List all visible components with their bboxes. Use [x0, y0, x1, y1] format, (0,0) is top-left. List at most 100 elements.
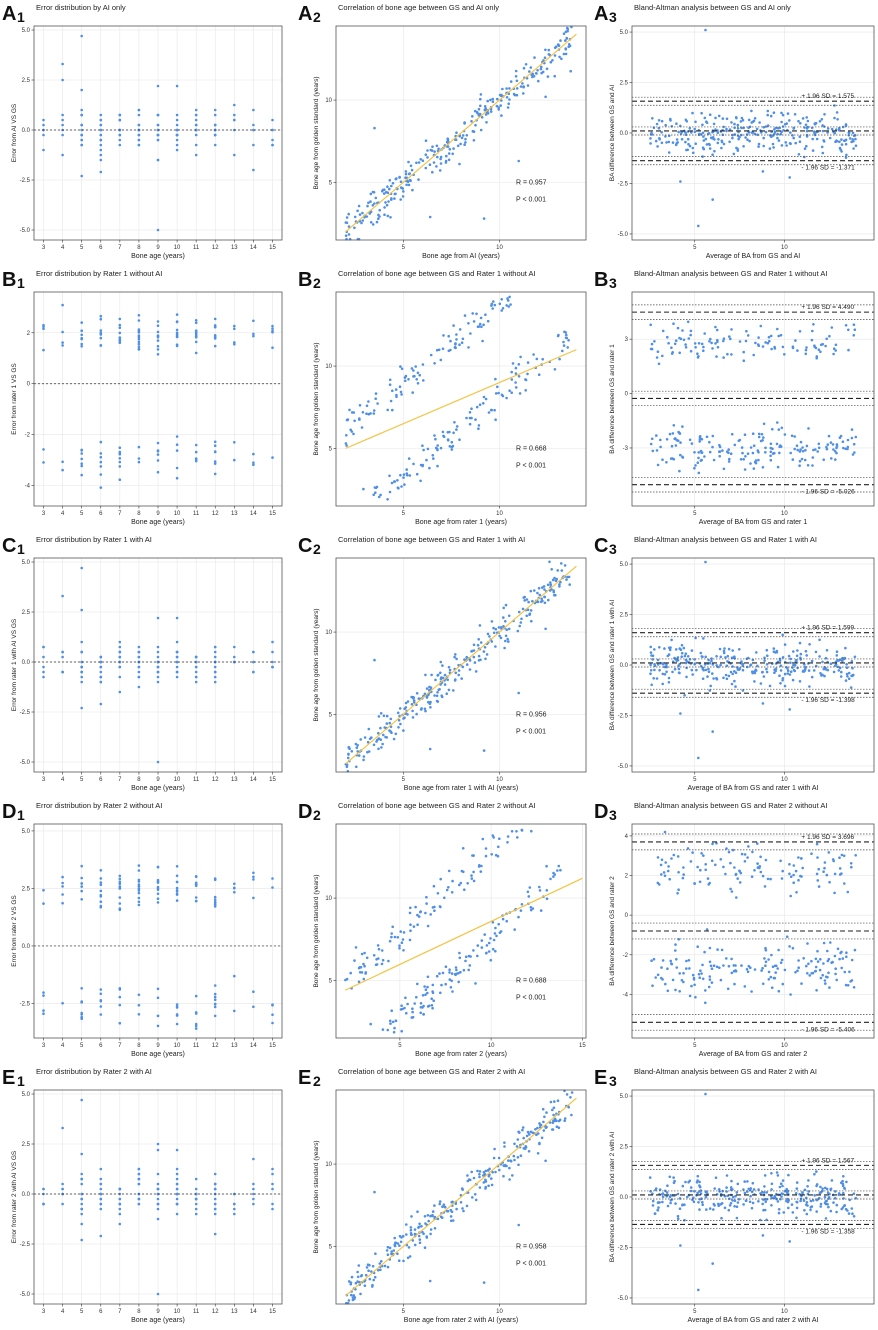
data-point [664, 123, 667, 127]
data-point [749, 966, 752, 969]
data-point [431, 1006, 434, 1010]
data-point [514, 386, 518, 389]
data-point [564, 52, 568, 56]
data-point [194, 896, 198, 899]
data-point [480, 116, 484, 119]
data-point [382, 192, 386, 195]
data-point [661, 1193, 664, 1196]
data-point [525, 614, 528, 618]
data-point [726, 352, 729, 356]
data-point [271, 118, 274, 122]
data-point [512, 92, 516, 96]
data-point [832, 352, 835, 356]
data-point [661, 1200, 664, 1204]
data-point [472, 1176, 476, 1180]
data-point [438, 1200, 442, 1203]
data-point [42, 1187, 45, 1191]
plot-frame [335, 823, 587, 1039]
data-point [470, 416, 473, 420]
data-point [722, 651, 726, 655]
data-point [396, 479, 399, 482]
data-point [733, 679, 736, 683]
data-point [807, 962, 810, 966]
data-point [374, 491, 377, 495]
data-point [792, 864, 796, 867]
data-point [480, 939, 484, 942]
x-tick-label: 8 [137, 1309, 141, 1315]
x-tick-label: 15 [579, 1043, 586, 1049]
data-point [731, 649, 734, 652]
data-point [455, 333, 458, 336]
data-point [715, 842, 718, 845]
data-point [761, 1234, 765, 1237]
data-point [369, 200, 372, 203]
data-point [194, 1192, 198, 1196]
data-point [668, 1195, 672, 1199]
data-point [700, 342, 704, 346]
data-point [80, 457, 83, 461]
y-tick-label: -5.0 [618, 232, 629, 238]
data-point [681, 876, 685, 880]
data-point [99, 1167, 103, 1171]
data-point [175, 148, 179, 152]
data-point [439, 671, 442, 675]
data-point [733, 1199, 737, 1203]
data-point [426, 149, 429, 152]
data-point [847, 677, 851, 680]
data-point [365, 412, 368, 416]
data-point [672, 1181, 676, 1185]
data-point [471, 115, 474, 118]
data-point [471, 130, 475, 133]
data-point [524, 1145, 527, 1148]
data-point [511, 362, 515, 365]
data-point [99, 1202, 103, 1206]
data-point [761, 671, 764, 674]
data-point [407, 160, 410, 164]
x-tick-label: 14 [250, 245, 257, 251]
data-point [798, 641, 802, 645]
data-point [707, 132, 711, 135]
data-point [445, 154, 448, 158]
data-point [722, 339, 725, 343]
data-point [468, 964, 472, 967]
data-point [730, 971, 734, 975]
data-point [664, 861, 667, 864]
data-point [544, 1159, 547, 1163]
data-point [715, 676, 718, 680]
data-point [469, 955, 472, 958]
data-point [448, 978, 452, 981]
x-tick-label: 12 [212, 511, 219, 517]
x-tick-label: 6 [99, 245, 103, 251]
data-point [459, 970, 462, 974]
data-point [434, 437, 437, 441]
regression-line [344, 877, 583, 991]
data-point [810, 959, 813, 963]
data-point [786, 672, 790, 675]
data-point [421, 363, 425, 366]
data-point [194, 1022, 198, 1026]
data-point [365, 956, 369, 960]
data-point [746, 334, 750, 337]
data-point [517, 691, 520, 695]
data-point [118, 133, 122, 137]
data-point [528, 886, 532, 889]
data-point [793, 447, 796, 451]
data-point [529, 589, 533, 593]
data-point [480, 946, 484, 949]
data-point [477, 424, 481, 427]
data-point [371, 223, 375, 226]
data-point [840, 670, 843, 674]
data-point [401, 938, 405, 941]
data-point [744, 455, 747, 458]
y-tick-label: 0 [625, 913, 629, 919]
data-point [528, 1133, 531, 1136]
data-point [137, 1172, 141, 1176]
data-point [671, 660, 675, 663]
data-point [704, 989, 707, 992]
data-point [765, 663, 769, 666]
panel-digit: 2 [313, 9, 321, 25]
data-point [118, 341, 122, 345]
data-point [392, 1249, 396, 1252]
data-point [408, 172, 412, 175]
